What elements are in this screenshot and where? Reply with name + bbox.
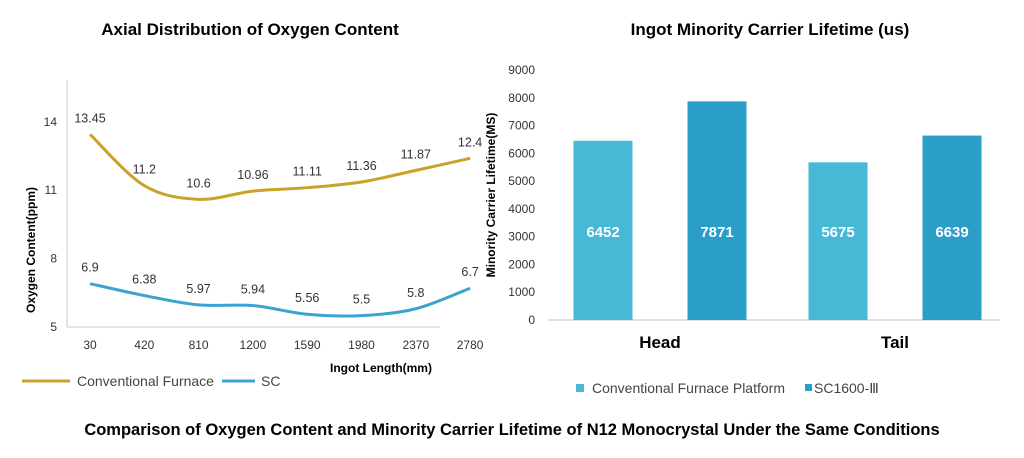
bar-tail-sc1600 [922,135,982,320]
bar-value-label: 6639 [935,224,968,241]
legend-label-conventional-furnace-platform: Conventional Furnace Platform [592,380,785,396]
bar-chart-title: Ingot Minority Carrier Lifetime (us) [630,20,910,39]
line-chart-x-axis-label: Ingot Length(mm) [330,361,432,375]
line-data-label: 11.11 [292,165,321,179]
line-chart-x-tick: 2780 [457,338,484,352]
bar-category-label: Head [639,333,681,352]
line-data-label: 5.94 [241,283,265,297]
bar-chart-y-tick: 9000 [508,63,535,77]
line-chart-y-tick: 11 [45,183,58,197]
line-data-label: 11.2 [133,163,156,177]
bar-tail-conventional [808,162,868,320]
legend-swatch-sc1600 [805,384,812,391]
line-data-label: 10.6 [186,176,210,190]
line-data-label: 6.9 [81,261,98,275]
line-data-label: 11.87 [401,147,431,161]
line-data-label: 10.96 [237,168,268,182]
legend-swatch-conventional-furnace-platform [576,384,584,392]
bar-head-sc1600 [687,101,747,320]
bar-category-label: Tail [881,333,909,352]
legend-label-sc: SC [261,373,280,389]
line-chart-x-tick: 1590 [294,338,321,352]
bar-chart-y-tick: 6000 [508,146,535,160]
line-data-label: 12.4 [458,135,482,149]
line-chart-y-tick: 14 [44,115,58,129]
bar-chart-y-tick: 0 [528,313,535,327]
line-chart-x-tick: 30 [83,338,97,352]
line-data-label: 6.7 [461,265,478,279]
bar-chart-y-axis-label: Minority Carrier Lifetime(MS) [484,113,498,278]
bar-chart-y-tick: 7000 [508,119,535,133]
legend-label-sc1600: SC1600-Ⅲ [814,380,879,396]
line-data-label: 11.36 [346,159,376,173]
line-series-conventional-furnace [88,133,471,201]
bar-value-label: 5675 [821,224,854,241]
line-chart-x-tick: 810 [189,338,209,352]
line-chart-x-tick: 1980 [348,338,375,352]
line-chart-y-axis-label: Oxygen Content(ppm) [24,187,38,313]
bar-head-conventional [573,140,633,320]
bar-chart-y-tick: 1000 [508,285,535,299]
line-data-label: 5.5 [353,293,370,307]
line-chart-y-tick: 8 [50,252,57,266]
line-data-label: 5.97 [186,282,210,296]
line-series-sc [89,282,471,318]
bar-chart-y-tick: 3000 [508,230,535,244]
legend-label-conventional-furnace: Conventional Furnace [77,373,214,389]
line-data-label: 13.45 [74,111,105,125]
line-chart-y-tick: 5 [50,320,57,334]
bar-value-label: 6452 [586,224,619,241]
bar-chart-y-tick: 5000 [508,174,535,188]
bar-chart-y-tick: 4000 [508,202,535,216]
line-chart-x-tick: 2370 [402,338,429,352]
bar-chart-y-tick: 8000 [508,91,535,105]
line-data-label: 6.38 [132,273,156,287]
bar-chart-y-tick: 2000 [508,257,535,271]
line-data-label: 5.56 [295,291,319,305]
bar-value-label: 7871 [700,224,733,241]
figure-caption: Comparison of Oxygen Content and Minorit… [84,421,940,439]
line-chart-title: Axial Distribution of Oxygen Content [101,20,399,39]
line-data-label: 5.8 [407,286,424,300]
line-chart-x-tick: 420 [134,338,154,352]
line-chart-x-tick: 1200 [240,338,267,352]
